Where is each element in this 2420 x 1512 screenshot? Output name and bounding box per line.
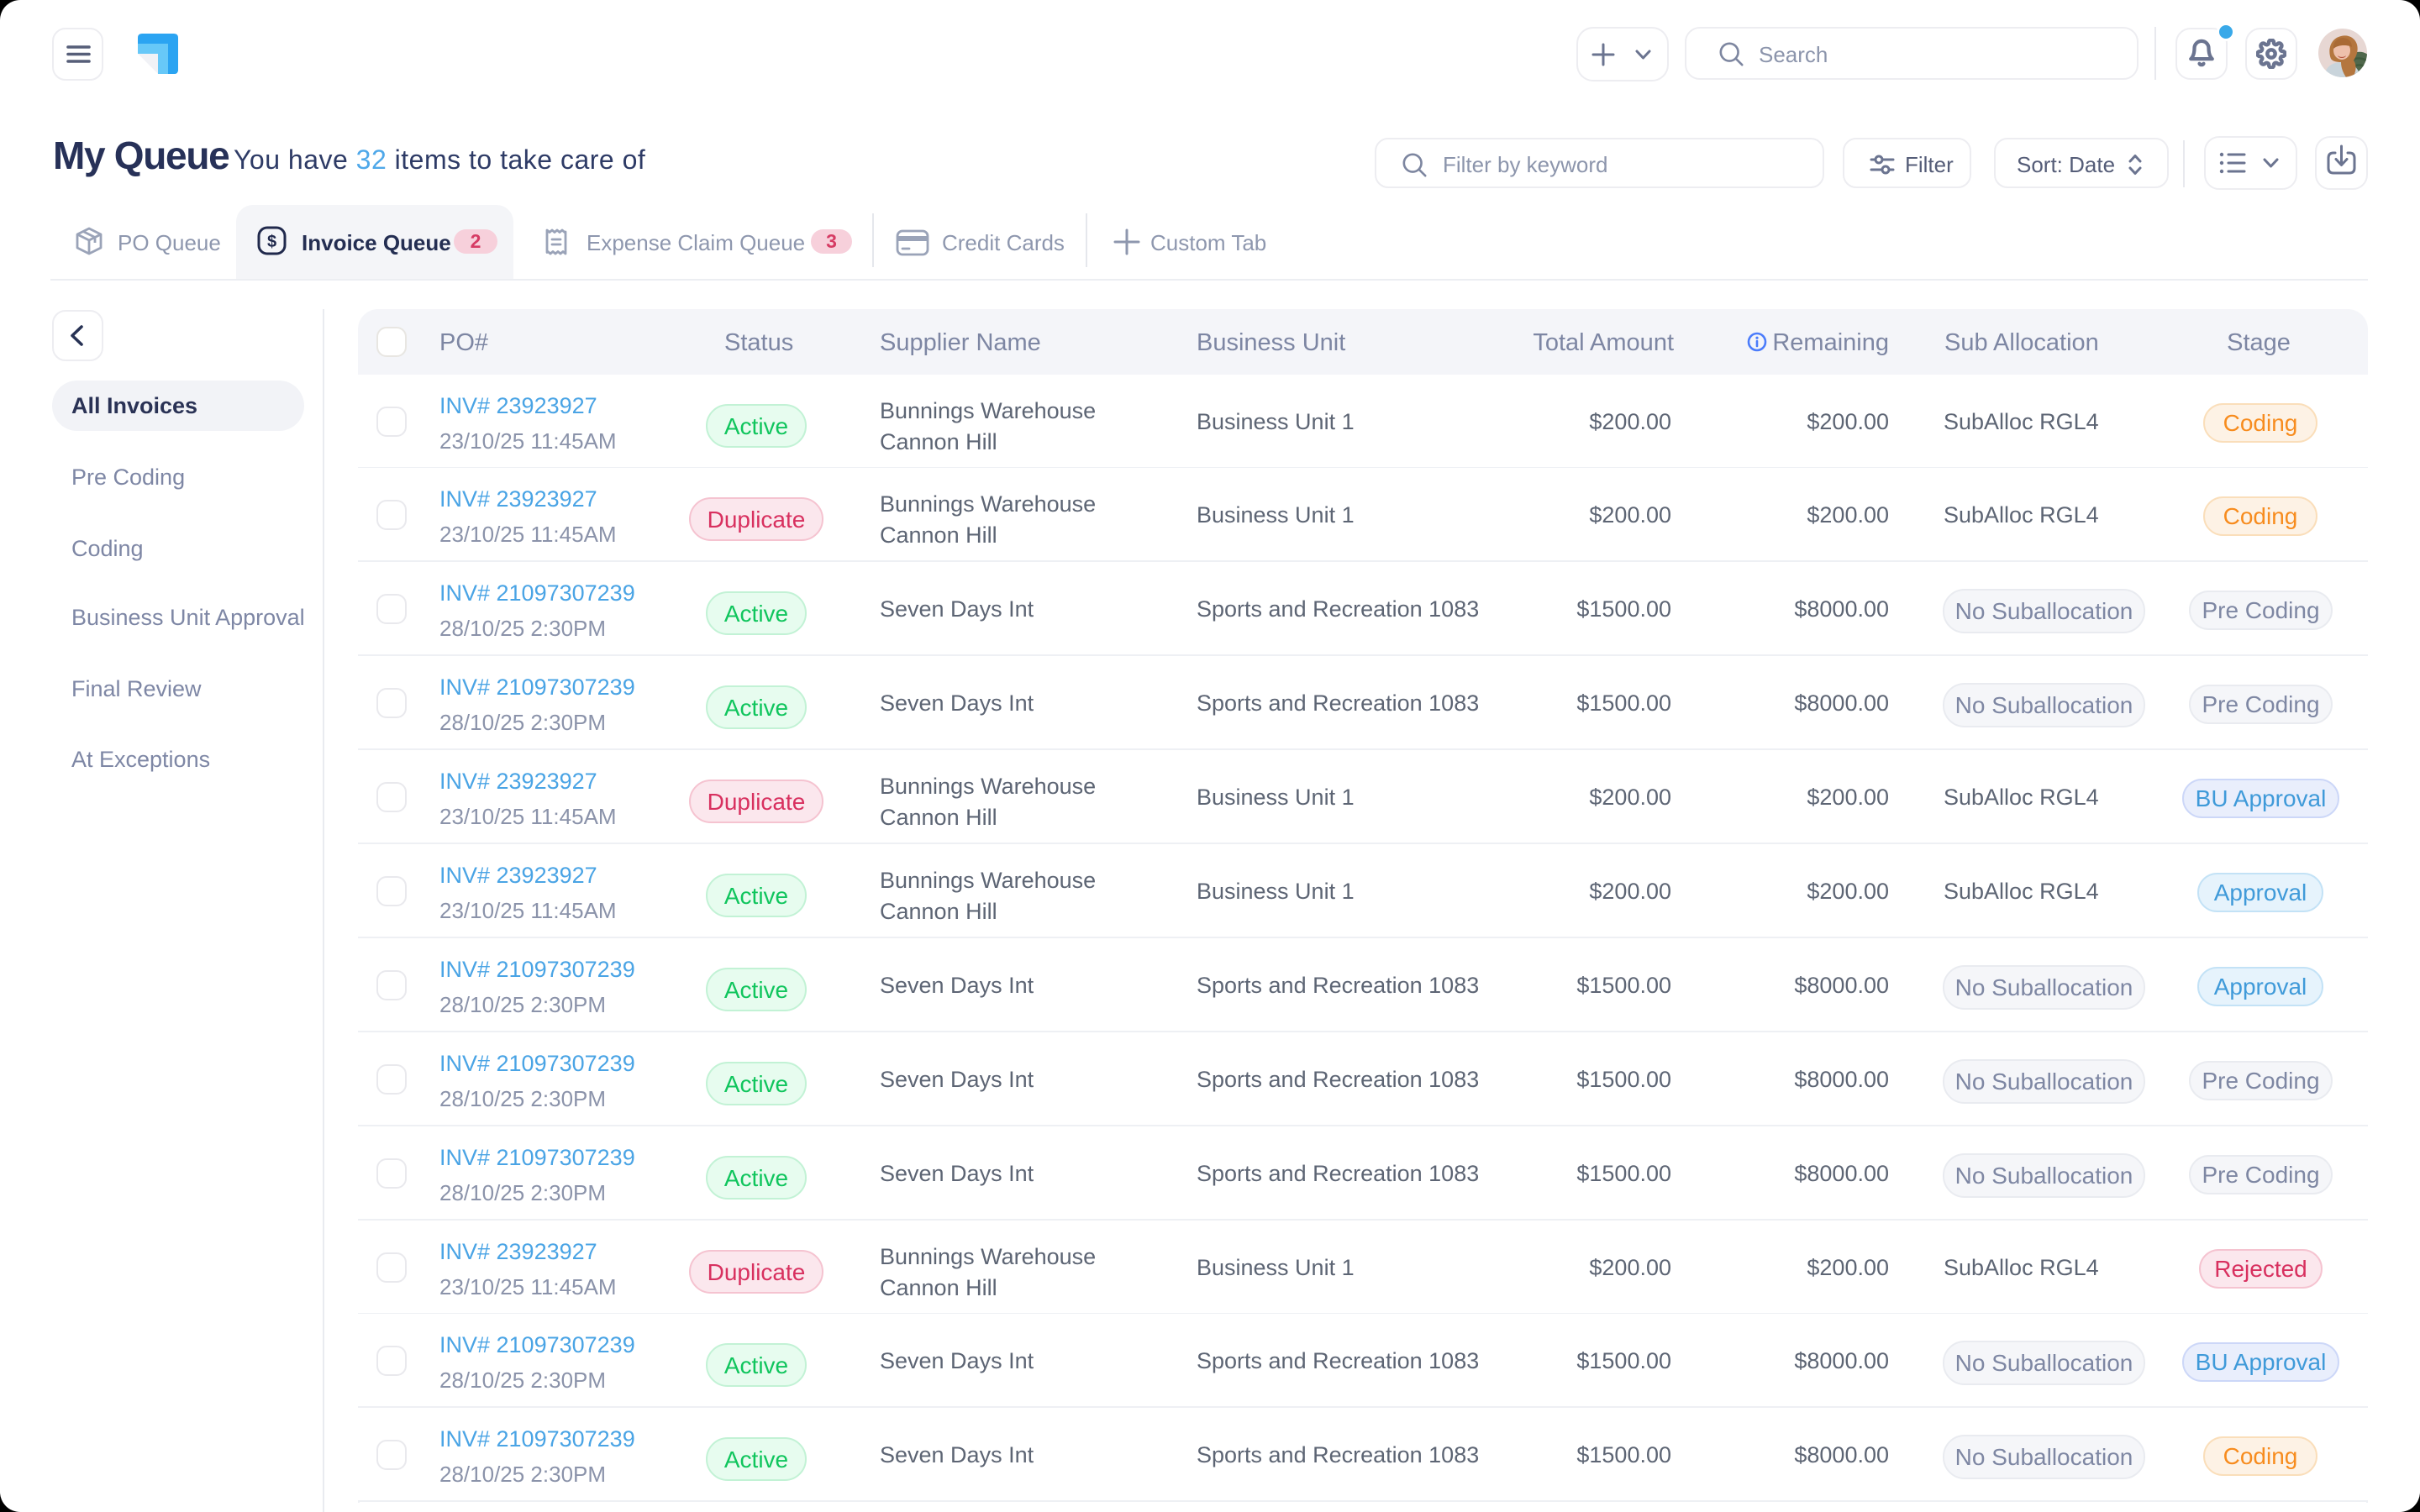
svg-text:$: $ <box>267 233 276 251</box>
